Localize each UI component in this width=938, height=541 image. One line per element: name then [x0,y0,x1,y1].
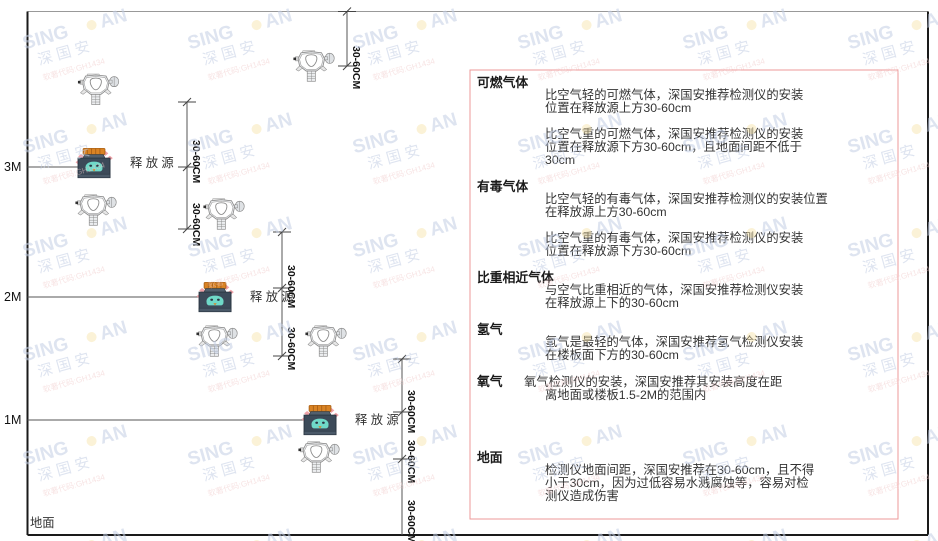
svg-text:30-60CM: 30-60CM [285,265,297,308]
svg-text:30-60CM: 30-60CM [405,390,417,433]
svg-text:3M: 3M [4,160,21,174]
svg-text:30-60CM: 30-60CM [190,203,202,246]
svg-text:释 放 源: 释 放 源 [355,412,399,427]
svg-text:30-60CM: 30-60CM [405,440,417,483]
svg-text:2M: 2M [4,290,21,304]
svg-text:30-60CM: 30-60CM [190,140,202,183]
svg-text:地面: 地面 [30,516,55,530]
svg-text:1M: 1M [4,413,21,427]
svg-text:释 放 源: 释 放 源 [130,155,174,170]
svg-text:30-60CM: 30-60CM [285,327,297,370]
svg-text:30-60CM: 30-60CM [405,500,417,541]
svg-text:30-60CM: 30-60CM [350,46,362,89]
